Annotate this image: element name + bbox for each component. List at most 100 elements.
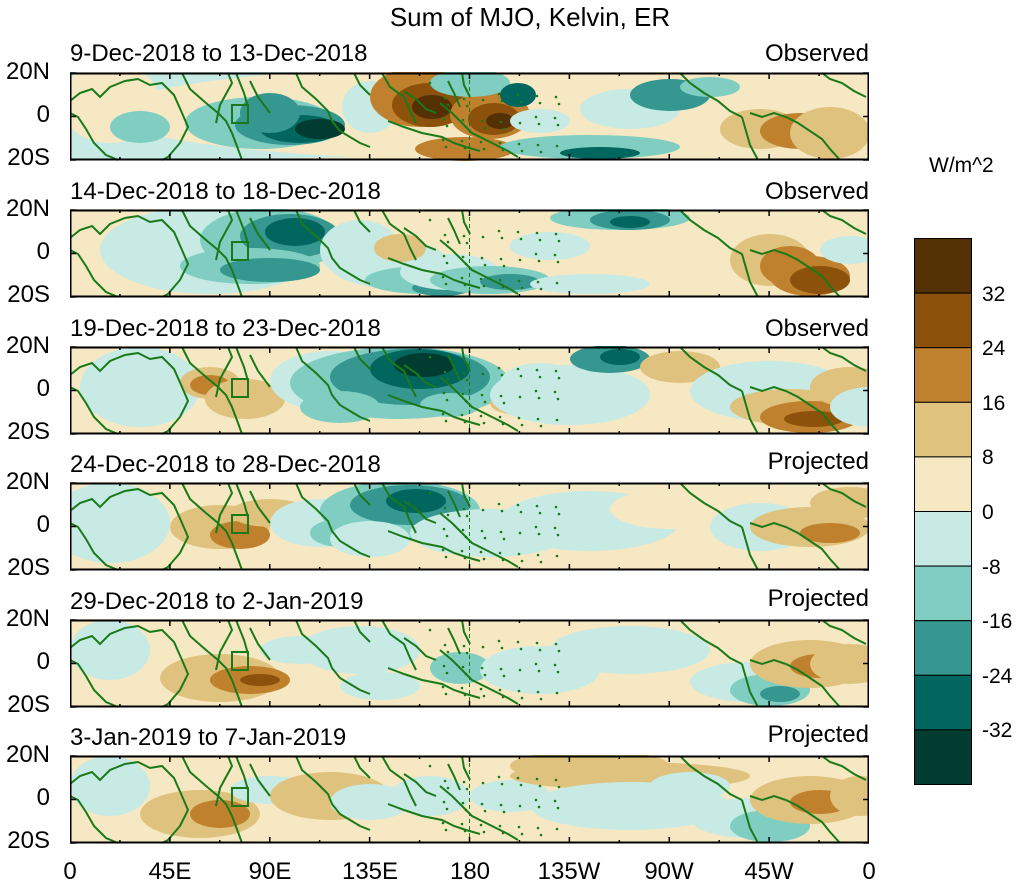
anomaly-contour [830,387,869,427]
panel-6-status: Projected [767,721,869,748]
island-dot [497,229,501,233]
island-dot [519,647,523,651]
island-dot [441,138,445,142]
island-dot [537,396,541,400]
island-dot [553,253,557,257]
island-dot [499,803,503,807]
island-dot [554,778,558,782]
coastline [447,80,461,108]
island-dot [444,282,448,286]
colorbar-label-neg24: -24 [982,665,1013,688]
anomaly-contour [820,236,869,264]
coastline [381,482,417,534]
coastline [295,72,371,148]
coastline [215,482,234,534]
island-dot [445,261,449,265]
island-dot [517,142,521,146]
coastline [461,209,471,235]
coastline [181,346,243,435]
coastline [387,120,481,152]
anomaly-contour [790,107,869,159]
island-dot [557,102,561,106]
lon-label-0-end: 0 [862,858,876,885]
island-dot [481,508,485,512]
coastline [749,248,841,298]
island-dot [444,419,448,423]
coastline [215,755,234,807]
panel-5-status: Projected [767,585,869,612]
island-dot [462,97,466,101]
map-panel-4 [70,482,869,571]
island-dot [465,651,469,655]
island-dot [534,389,538,393]
coastline [381,72,417,124]
island-dot [500,373,504,377]
island-dot [463,420,467,424]
coastline [295,619,371,695]
island-dot [460,413,464,417]
colorbar-label-neg32: -32 [982,719,1013,742]
coastline [249,217,271,251]
coastline [70,112,119,161]
coastline [70,487,190,571]
island-dot [557,376,561,380]
map-panel-3 [70,346,869,435]
coastline [749,385,841,435]
coastline [741,799,759,844]
island-dot [520,832,524,836]
lat-label-20n: 20N [5,195,50,222]
coastline [235,72,249,108]
island-dot [460,276,464,280]
anomaly-contour [810,644,869,684]
coastline [387,667,481,699]
island-dot [519,100,523,104]
island-dot [444,555,448,559]
coastline [403,227,437,251]
island-dot [497,366,501,370]
coastline [387,394,481,426]
anomaly-contour [640,351,720,383]
island-dot [539,424,543,428]
lat-label-eq: 0 [36,511,50,538]
coastline [447,490,461,518]
tick-marks [70,619,869,708]
island-dot [501,831,505,835]
island-dot [479,550,483,554]
coastline [821,482,867,508]
island-dot [517,825,521,829]
anomaly-contour [810,487,869,519]
island-dot [537,122,541,126]
lat-label-20s: 20S [7,554,50,581]
island-dot [464,125,468,129]
colorbar-label-0: 0 [982,501,994,524]
island-dot [538,648,542,652]
island-dot [556,397,560,401]
island-dot [556,670,560,674]
coastline [249,80,271,114]
colorbar-label-16: 16 [982,392,1006,415]
island-dot [442,117,446,121]
coastline [821,346,867,372]
coastlines [70,755,867,844]
island-dot [501,558,505,562]
anomaly-contour [470,212,530,248]
lat-label-eq: 0 [36,784,50,811]
island-dot [534,115,538,119]
island-dot [442,527,446,531]
coastline [741,663,759,708]
coastline [679,619,743,665]
coastline [741,526,759,571]
panel-3-status: Observed [764,315,869,342]
island-dot [445,398,449,402]
island-dot [464,262,468,266]
colorbar-segment [914,456,972,512]
anomaly-contour [70,756,150,816]
anomaly-contour [550,626,710,674]
island-dot [537,669,541,673]
island-dot [461,255,465,259]
colorbar-units: W/m^2 [929,154,994,177]
island-dot [520,559,524,563]
anomaly-contour [205,379,285,419]
island-dot [443,370,447,374]
island-dot [428,764,432,768]
